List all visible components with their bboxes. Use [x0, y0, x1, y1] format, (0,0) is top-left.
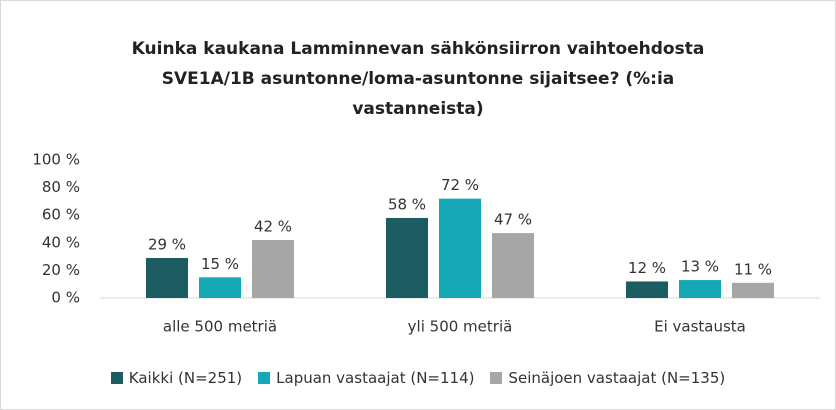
y-tick-label: 100 %	[32, 151, 80, 169]
legend-label: Kaikki (N=251)	[128, 369, 243, 387]
bar	[626, 281, 668, 298]
y-tick-label: 0 %	[51, 289, 80, 307]
legend-swatch	[258, 372, 271, 384]
legend-item: Seinäjoen vastaajat (N=135)	[490, 369, 725, 387]
legend-label: Lapuan vastaajat (N=114)	[276, 369, 475, 387]
data-label: 72 %	[441, 176, 479, 194]
data-label: 29 %	[148, 235, 186, 253]
y-tick-label: 20 %	[42, 261, 80, 279]
data-label: 42 %	[254, 218, 292, 236]
bar	[679, 280, 721, 298]
data-label: 58 %	[388, 195, 426, 213]
bar	[199, 277, 241, 298]
legend-swatch	[110, 372, 123, 384]
legend-swatch	[490, 372, 503, 384]
bar	[252, 240, 294, 298]
bar	[146, 257, 188, 298]
legend-item: Lapuan vastaajat (N=114)	[258, 369, 474, 387]
data-label: 13 %	[681, 258, 719, 276]
bar	[492, 233, 534, 298]
legend-label: Seinäjoen vastaajat (N=135)	[508, 369, 726, 387]
chart-title: Kuinka kaukana Lamminnevan sähkönsiirron…	[131, 39, 705, 119]
y-tick-label: 40 %	[42, 233, 80, 251]
bar	[439, 198, 481, 298]
bar	[732, 282, 774, 298]
data-label: 11 %	[734, 260, 772, 278]
x-tick-label: alle 500 metriä	[163, 318, 277, 336]
y-tick-label: 60 %	[42, 206, 80, 224]
bar	[386, 217, 428, 298]
data-label: 12 %	[628, 259, 666, 277]
x-tick-label: Ei vastausta	[654, 318, 746, 336]
y-tick-label: 80 %	[42, 178, 80, 196]
data-label: 15 %	[201, 255, 239, 273]
legend-item: Kaikki (N=251)	[110, 369, 243, 387]
legend: Kaikki (N=251) Lapuan vastaajat (N=114) Se…	[0, 369, 836, 387]
data-label: 47 %	[494, 211, 532, 229]
x-tick-label: yli 500 metriä	[408, 318, 513, 336]
